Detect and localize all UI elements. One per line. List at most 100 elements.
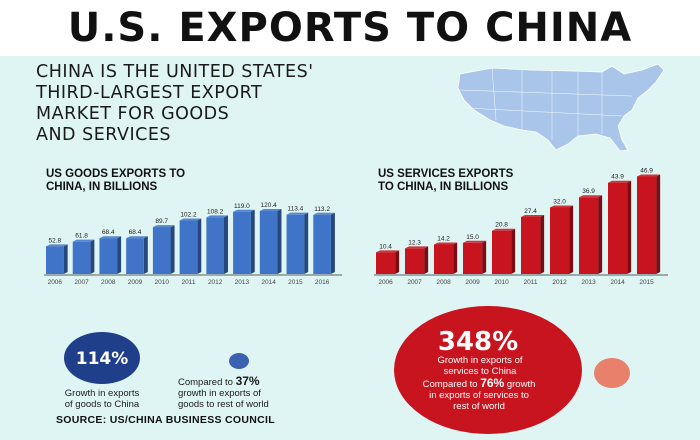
- services-tick-label: 2007: [407, 279, 422, 286]
- services-compare-dot: [594, 358, 630, 388]
- goods-tick-label: 2014: [261, 279, 276, 286]
- goods-bar-side: [250, 209, 255, 274]
- services-tick-label: 2014: [610, 279, 625, 286]
- goods-tick-label: 2008: [101, 279, 116, 286]
- goods-value-label: 52.8: [48, 237, 61, 244]
- goods-bar-side: [117, 236, 122, 274]
- services-bar-group: 10.4 2006: [376, 243, 400, 286]
- services-bar: [608, 182, 628, 274]
- services-bar-top: [492, 228, 516, 231]
- goods-value-label: 102.2: [180, 212, 197, 219]
- services-bar-top: [376, 250, 400, 253]
- goods-growth-value: 114%: [76, 349, 129, 369]
- goods-bar-group: 52.8 2006: [46, 237, 68, 286]
- goods-tick-label: 2013: [235, 279, 250, 286]
- goods-tick-label: 2012: [208, 279, 223, 286]
- services-tick-label: 2013: [581, 279, 596, 286]
- services-bar-group: 27.4 2011: [521, 208, 545, 286]
- subtitle-line: THIRD-LARGEST EXPORT: [36, 83, 263, 103]
- services-value-label: 12.3: [408, 239, 421, 246]
- services-bar: [579, 197, 599, 274]
- goods-value-label: 89.7: [155, 218, 168, 225]
- us-map-icon: [457, 63, 665, 152]
- goods-growth-caption: Growth in exports of goods to China: [56, 388, 148, 410]
- services-bar-group: 15.0 2009: [463, 234, 487, 286]
- goods-tick-label: 2016: [315, 279, 330, 286]
- caption-suffix: growth: [504, 379, 536, 390]
- page-subtitle: CHINA IS THE UNITED STATES' THIRD-LARGES…: [36, 62, 456, 146]
- caption-line: growth in exports of: [178, 388, 261, 399]
- goods-bar-top: [286, 212, 309, 215]
- goods-bar: [259, 211, 278, 274]
- services-tick-label: 2006: [378, 279, 393, 286]
- services-bar: [376, 252, 396, 274]
- goods-tick-label: 2007: [74, 279, 89, 286]
- goods-bar: [72, 241, 91, 274]
- services-growth-circle: 348%: [394, 306, 582, 434]
- goods-dot-shape: [229, 353, 249, 369]
- services-bar: [492, 230, 512, 274]
- goods-value-label: 61.8: [75, 233, 88, 240]
- goods-value-label: 68.4: [129, 229, 142, 236]
- services-bar-top: [608, 180, 632, 183]
- services-bar-side: [453, 242, 458, 274]
- goods-bar: [152, 227, 171, 274]
- services-bar-group: 36.9 2013: [579, 188, 603, 286]
- goods-bar: [46, 246, 64, 274]
- goods-tick-label: 2010: [154, 279, 169, 286]
- goods-bar-top: [313, 212, 335, 215]
- services-bar-side: [569, 205, 574, 274]
- services-bar: [463, 242, 483, 274]
- goods-bar-group: 68.4 2008: [99, 229, 122, 286]
- services-bar: [637, 176, 657, 274]
- source-note: SOURCE: US/CHINA BUSINESS COUNCIL: [56, 414, 275, 426]
- services-bar-top: [579, 195, 603, 198]
- services-value-label: 36.9: [582, 188, 595, 195]
- goods-tick-label: 2006: [48, 279, 63, 286]
- caption-prefix: Compared to: [422, 379, 481, 390]
- services-value-label: 15.0: [466, 234, 479, 241]
- goods-bar: [233, 211, 251, 274]
- services-chart-title-line: TO CHINA, IN BILLIONS: [378, 181, 509, 193]
- goods-bar-side: [330, 212, 335, 274]
- caption-line: Growth in exports: [64, 388, 140, 399]
- goods-bar-top: [46, 244, 68, 247]
- services-bar-side: [511, 228, 516, 274]
- caption-prefix: Compared to: [178, 377, 236, 388]
- goods-compare-caption: Compared to 37% growth in exports of goo…: [178, 375, 308, 410]
- services-growth-value: 348%: [438, 327, 518, 357]
- title-band: [0, 0, 700, 56]
- goods-value-label: 108.2: [207, 208, 224, 215]
- services-value-label: 10.4: [379, 243, 392, 250]
- goods-bar-side: [304, 212, 309, 274]
- services-value-label: 32.0: [553, 198, 566, 205]
- goods-growth-circle: 114%: [64, 332, 140, 384]
- goods-bar: [179, 220, 198, 274]
- goods-bar-side: [277, 209, 282, 274]
- goods-bar-side: [63, 244, 68, 274]
- services-tick-label: 2015: [639, 279, 654, 286]
- services-bar: [434, 244, 454, 274]
- subtitle-line: AND SERVICES: [36, 125, 171, 145]
- goods-bar: [286, 214, 305, 274]
- goods-bar-side: [224, 215, 229, 274]
- goods-value-label: 113.2: [314, 206, 330, 213]
- services-baseline: [374, 274, 668, 276]
- goods-bar-top: [233, 209, 255, 212]
- services-value-label: 43.9: [611, 174, 624, 181]
- services-bar-top: [405, 246, 429, 249]
- caption-line: goods to rest of world: [178, 399, 269, 410]
- caption-line: of goods to China: [64, 399, 140, 410]
- goods-bar-top: [179, 218, 202, 221]
- services-tick-label: 2011: [524, 279, 538, 286]
- goods-bar-top: [72, 239, 95, 242]
- goods-bar-side: [143, 236, 148, 274]
- services-value-label: 27.4: [524, 208, 537, 215]
- goods-baseline: [44, 274, 342, 276]
- caption-line: services to China: [443, 366, 517, 377]
- services-chart-title: US SERVICES EXPORTS TO CHINA, IN BILLION…: [378, 168, 513, 194]
- goods-bar-top: [126, 236, 148, 239]
- services-bar-side: [424, 246, 429, 274]
- goods-tick-label: 2011: [181, 279, 195, 286]
- goods-circle-shape: [64, 332, 140, 384]
